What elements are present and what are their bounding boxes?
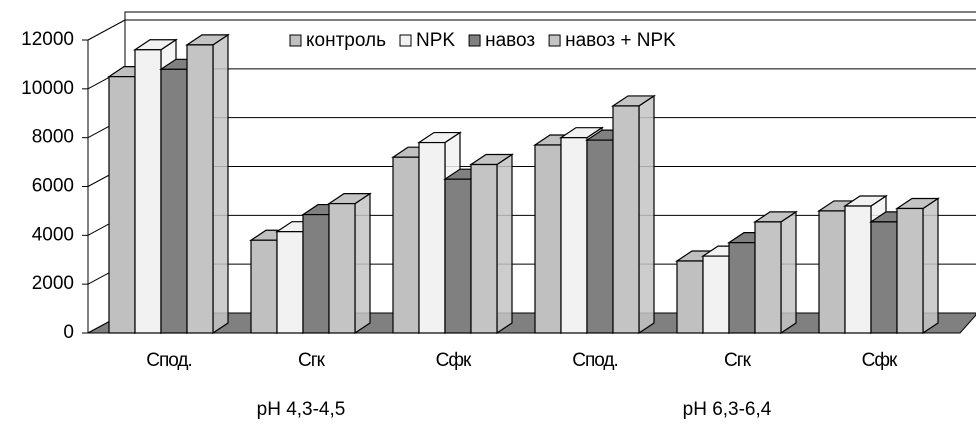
x-tick-label: Сфк — [436, 350, 472, 371]
legend-box — [280, 24, 810, 58]
grid-line-wall — [87, 19, 126, 41]
bar — [895, 197, 940, 335]
bar-front — [418, 141, 446, 334]
bar-side — [638, 94, 655, 335]
bar-front — [108, 76, 136, 334]
y-tick-label: 0 — [63, 322, 74, 343]
bar-front — [870, 221, 898, 334]
x-tick-label: Сгк — [298, 350, 326, 371]
bar-front — [328, 202, 356, 334]
legend-label: навоз — [485, 30, 535, 51]
legend: контроль NPK навоз навоз + NPK — [280, 24, 810, 58]
bar-side — [212, 33, 229, 335]
bar-front — [818, 210, 846, 334]
y-tick-label: 10000 — [21, 78, 74, 99]
bar-front — [896, 207, 924, 334]
bar-front — [250, 239, 278, 334]
x-tick-label: Сфк — [862, 350, 898, 371]
y-tick-label: 4000 — [32, 224, 74, 245]
bar-side — [922, 197, 939, 335]
bar — [611, 94, 656, 335]
bar-front — [392, 156, 420, 334]
legend-label: навоз + NPK — [565, 30, 676, 51]
legend-swatch — [548, 34, 561, 47]
y-tick-label: 2000 — [32, 273, 74, 294]
bar-side — [780, 210, 797, 335]
bar-front — [676, 260, 704, 334]
x-tick-label: Спод. — [146, 350, 192, 371]
bar-front — [160, 68, 188, 334]
bar-front — [534, 144, 562, 334]
bar-front — [754, 221, 782, 334]
x-tick-label: Сгк — [724, 350, 752, 371]
y-tick-label: 8000 — [32, 127, 74, 148]
group-label: pH 6,3-6,4 — [683, 399, 772, 420]
bar-front — [702, 255, 730, 334]
x-tick-label: Спод. — [572, 350, 618, 371]
bar-front — [134, 49, 162, 334]
y-tick-label: 12000 — [21, 29, 74, 50]
bar-front — [302, 213, 330, 334]
bar — [327, 192, 372, 335]
bar-front — [728, 242, 756, 334]
bar-front — [560, 137, 588, 334]
legend-swatch — [399, 34, 412, 47]
bar-front — [470, 163, 498, 334]
bar-side — [496, 153, 513, 335]
legend-swatch — [289, 34, 302, 47]
bar — [753, 210, 798, 335]
legend-label: контроль — [306, 30, 386, 51]
bar-front — [276, 231, 304, 334]
y-tick-label: 6000 — [32, 176, 74, 197]
bar-front — [444, 178, 472, 334]
bar — [469, 153, 514, 335]
bar-front — [844, 205, 872, 334]
bar-front — [612, 105, 640, 334]
legend-label: NPK — [416, 30, 455, 51]
legend-swatch — [468, 34, 481, 47]
bar-front — [586, 139, 614, 334]
group-label: pH 4,3-4,5 — [257, 399, 346, 420]
bar-side — [354, 192, 371, 335]
bar — [185, 33, 230, 335]
bar-front — [186, 44, 214, 334]
